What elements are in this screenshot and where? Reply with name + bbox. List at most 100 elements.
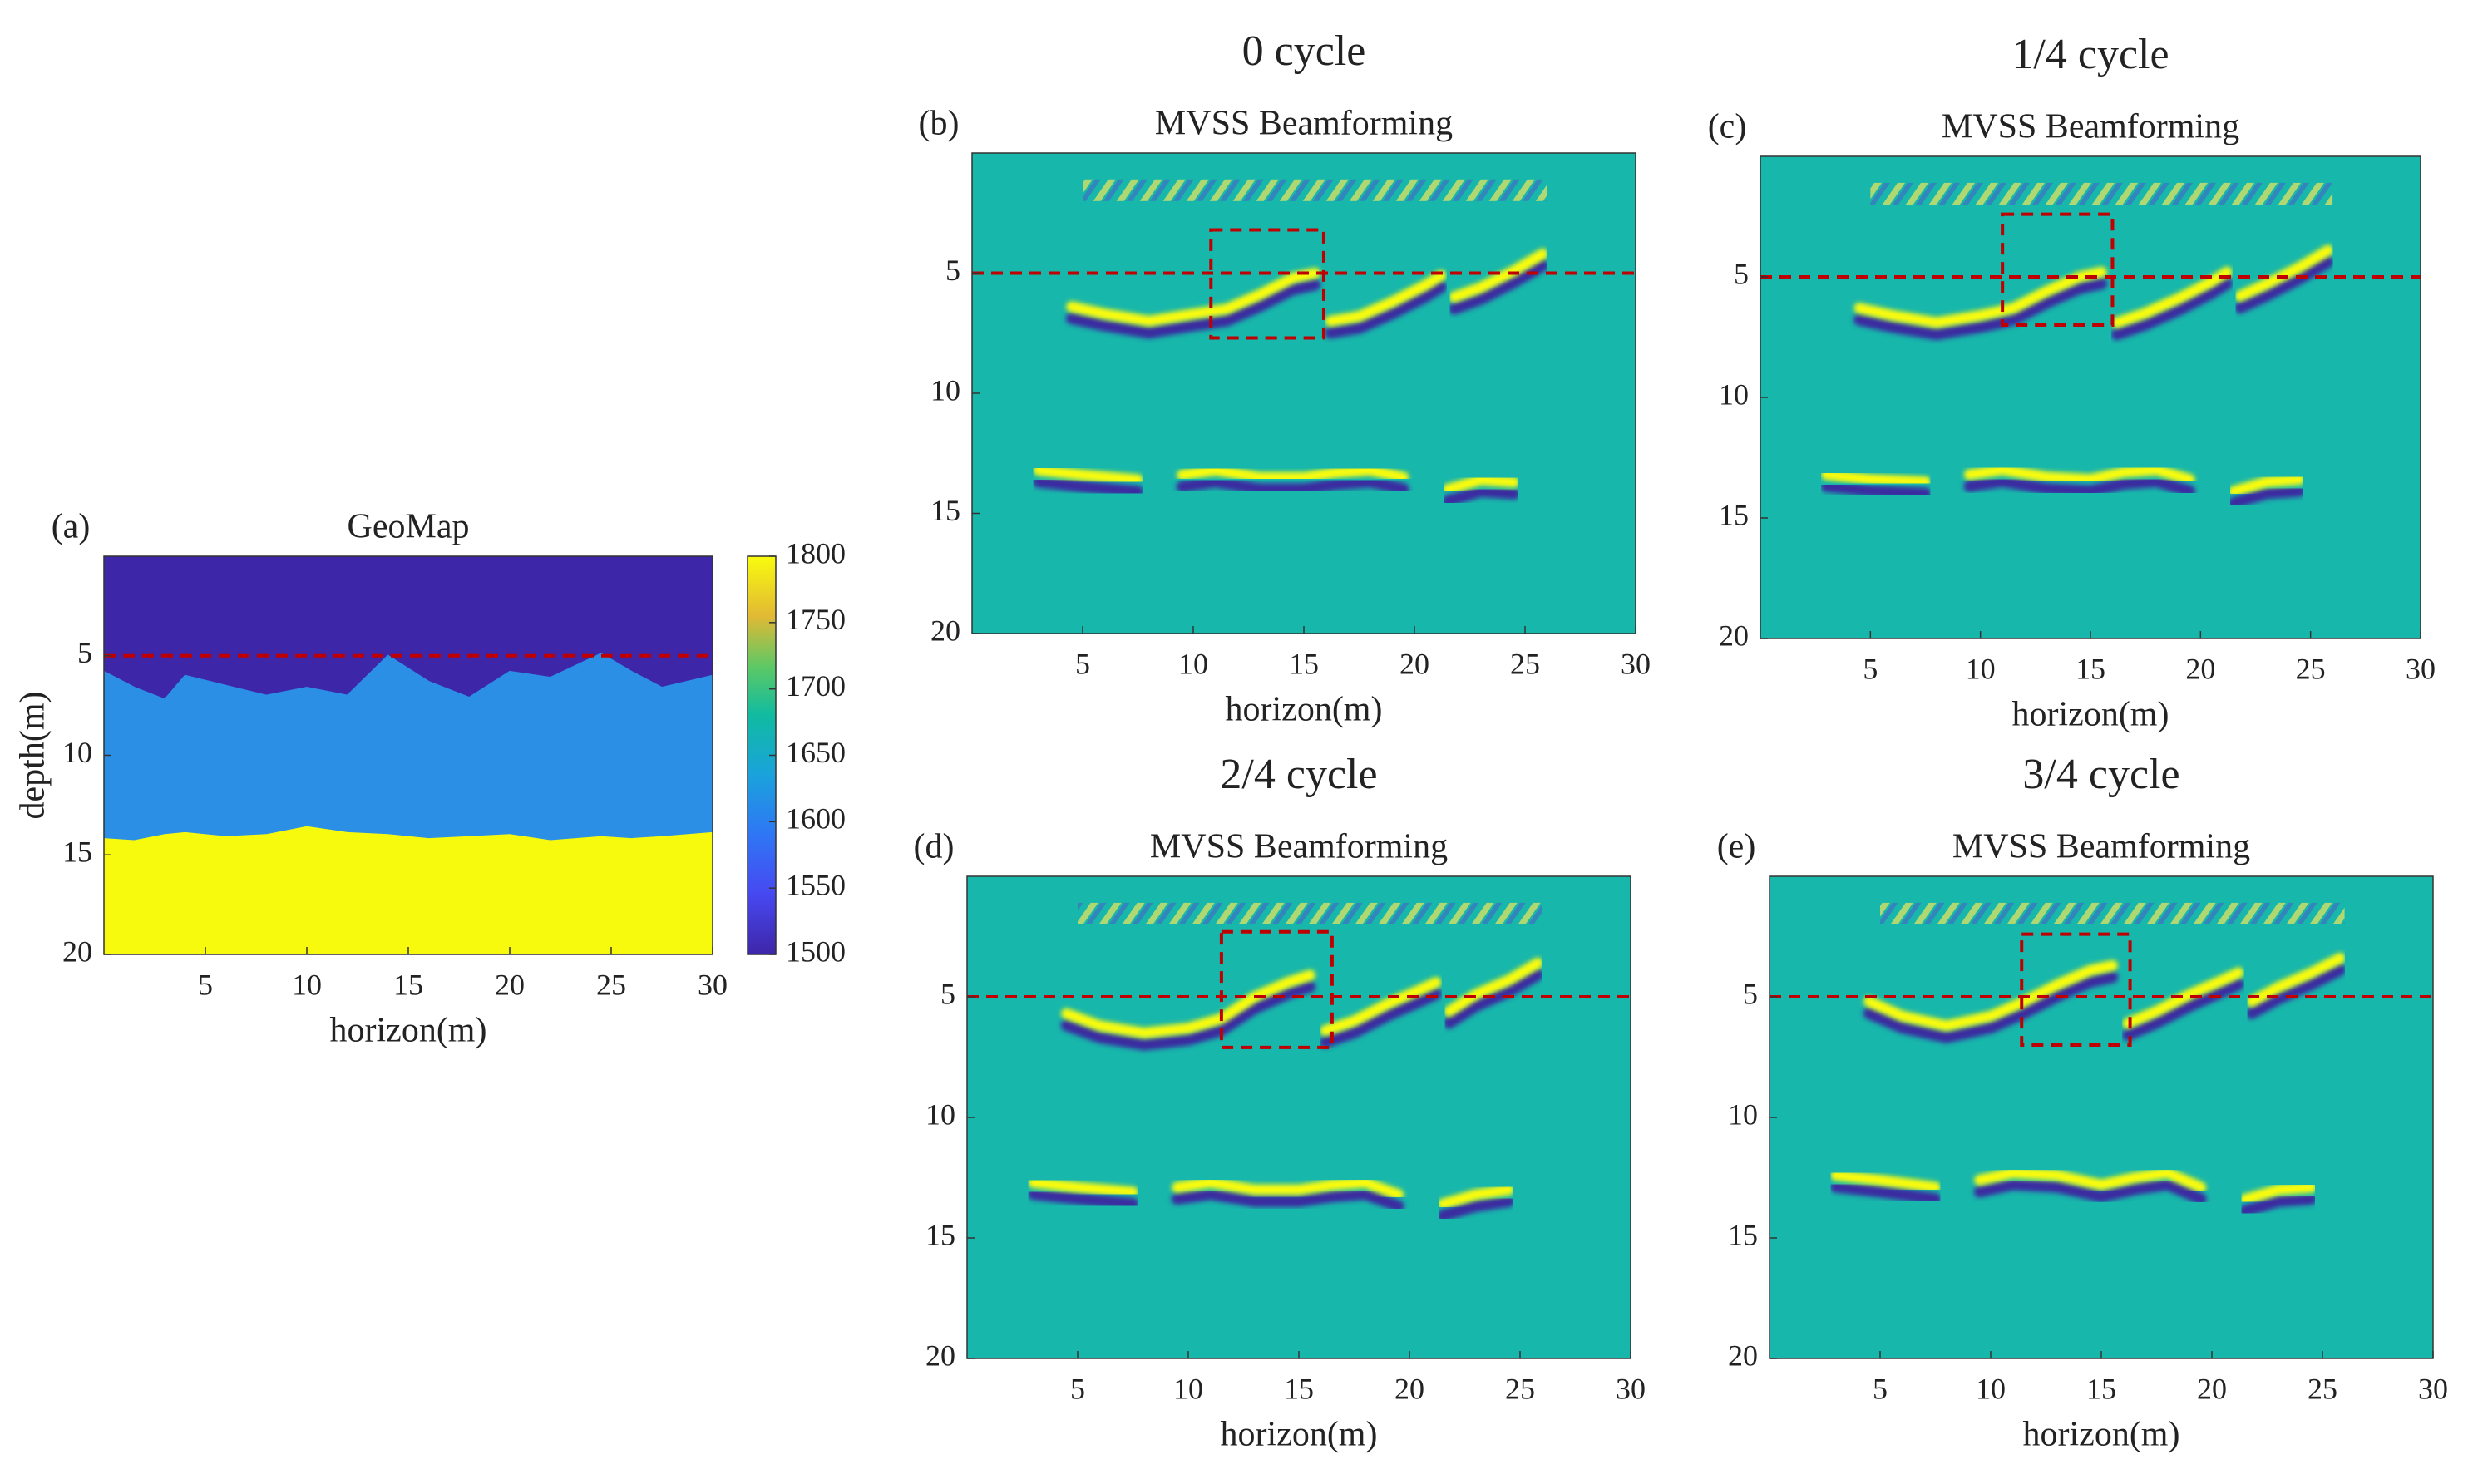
reflector-trough — [1443, 969, 1544, 1029]
reflector-trough — [1863, 971, 2119, 1043]
highlight-box — [1209, 228, 1325, 340]
reflector-crest — [1449, 248, 1548, 303]
reflector-crest — [1028, 1176, 1138, 1198]
x-tick-label: 30 — [1616, 1372, 1646, 1405]
reflector-trough — [1319, 988, 1442, 1048]
panel-title: GeoMap — [348, 508, 470, 546]
reflector-crest — [1177, 464, 1409, 483]
reflector-crest — [2122, 967, 2244, 1029]
x-tick-label: 10 — [1173, 1372, 1203, 1405]
highlight-box — [2001, 212, 2115, 327]
x-tick-label: 5 — [1075, 647, 1090, 680]
y-tick-label: 15 — [1728, 1218, 1758, 1251]
reflector-trough — [2228, 485, 2306, 510]
x-tick-label: 20 — [1399, 647, 1429, 680]
reflector-trough — [1324, 281, 1447, 339]
panel-suptitle: 3/4 cycle — [2022, 751, 2179, 798]
x-tick-label: 25 — [2296, 652, 2326, 685]
reflector-crest — [1963, 464, 2195, 486]
colorbar-tick-label: 1650 — [786, 736, 846, 769]
reflector-crest — [1444, 957, 1543, 1017]
reflector-trough — [1171, 1188, 1404, 1212]
reflector-trough — [2234, 256, 2334, 314]
x-tick-label: 20 — [2197, 1372, 2227, 1405]
x-axis-label: horizon(m) — [1221, 1416, 1378, 1454]
x-tick-label: 15 — [393, 968, 423, 1001]
panel-title: MVSS Beamforming — [1155, 105, 1453, 143]
x-tick-label: 15 — [2076, 652, 2105, 685]
x-tick-label: 10 — [1976, 1372, 2006, 1405]
panel-title: MVSS Beamforming — [1952, 828, 2250, 866]
y-tick-label: 15 — [926, 1218, 955, 1251]
x-tick-label: 20 — [1394, 1372, 1424, 1405]
reflector-crest — [1853, 266, 2107, 328]
x-tick-label: 10 — [1966, 652, 1996, 685]
panel-label: (e) — [1717, 828, 1756, 866]
reflector-crest — [2228, 474, 2305, 497]
y-tick-label: 20 — [930, 614, 960, 647]
panel-label: (d) — [914, 828, 955, 866]
reflector-trough — [1820, 480, 1932, 500]
x-tick-label: 30 — [2406, 652, 2436, 685]
reflector-trough — [1973, 1178, 2207, 1205]
y-tick-label: 10 — [62, 736, 92, 769]
reflector-trough — [2121, 979, 2244, 1041]
plot-area — [1760, 156, 2421, 638]
panel-suptitle: 0 cycle — [1242, 27, 1366, 75]
source-band — [1083, 179, 1547, 201]
reflector-crest — [1172, 1176, 1404, 1201]
y-tick-label: 10 — [1728, 1097, 1758, 1131]
reflector-crest — [1066, 268, 1320, 327]
x-tick-label: 5 — [198, 968, 213, 1001]
x-axis-label: horizon(m) — [1226, 691, 1383, 729]
x-tick-label: 15 — [1284, 1372, 1314, 1405]
y-tick-label: 20 — [62, 934, 92, 968]
x-tick-label: 5 — [1070, 1372, 1085, 1405]
source-band — [1880, 902, 2345, 924]
x-tick-label: 15 — [1289, 647, 1319, 680]
reflector-crest — [1974, 1167, 2207, 1193]
x-tick-label: 30 — [1621, 647, 1651, 680]
x-axis-label: horizon(m) — [330, 1012, 487, 1050]
x-tick-label: 25 — [1510, 647, 1540, 680]
colorbar-tick-label: 1750 — [786, 603, 846, 636]
y-axis-label: depth(m) — [14, 692, 52, 820]
x-tick-label: 5 — [1863, 652, 1878, 685]
panel-title: MVSS Beamforming — [1150, 828, 1448, 866]
reflector-crest — [1820, 469, 1931, 487]
x-tick-label: 15 — [2086, 1372, 2116, 1405]
panel-suptitle: 1/4 cycle — [2011, 31, 2169, 78]
panel-title: MVSS Beamforming — [1942, 108, 2239, 146]
highlight-box — [2020, 932, 2132, 1047]
reflector-crest — [2239, 1181, 2317, 1205]
x-tick-label: 25 — [596, 968, 626, 1001]
panel-suptitle: 2/4 cycle — [1220, 751, 1377, 798]
image-background — [1770, 876, 2433, 1358]
x-tick-label: 5 — [1873, 1372, 1888, 1405]
reflector-trough — [1963, 476, 2196, 497]
plot-area — [972, 153, 1636, 634]
reflector-crest — [1325, 269, 1447, 327]
x-axis-label: horizon(m) — [2023, 1416, 2180, 1454]
y-tick-label: 20 — [1728, 1339, 1758, 1372]
y-tick-label: 15 — [930, 494, 960, 527]
y-tick-label: 15 — [62, 836, 92, 869]
source-band — [1870, 182, 2333, 205]
reflector-trough — [2245, 964, 2347, 1019]
y-tick-label: 10 — [930, 373, 960, 407]
reflector-crest — [1442, 474, 1520, 495]
reflector-crest — [1033, 464, 1143, 486]
x-tick-label: 25 — [2308, 1372, 2337, 1405]
reflector-trough — [1829, 1181, 1942, 1205]
image-background — [972, 153, 1636, 634]
plot-area — [967, 876, 1631, 1358]
image-background — [1760, 156, 2421, 638]
layer — [104, 826, 713, 954]
colorbar-tick-label: 1500 — [786, 934, 846, 968]
reflector-crest — [1437, 1184, 1515, 1210]
x-tick-label: 20 — [495, 968, 525, 1001]
x-tick-label: 10 — [292, 968, 322, 1001]
x-tick-label: 10 — [1178, 647, 1208, 680]
plot-area — [104, 556, 713, 954]
x-tick-label: 20 — [2185, 652, 2215, 685]
